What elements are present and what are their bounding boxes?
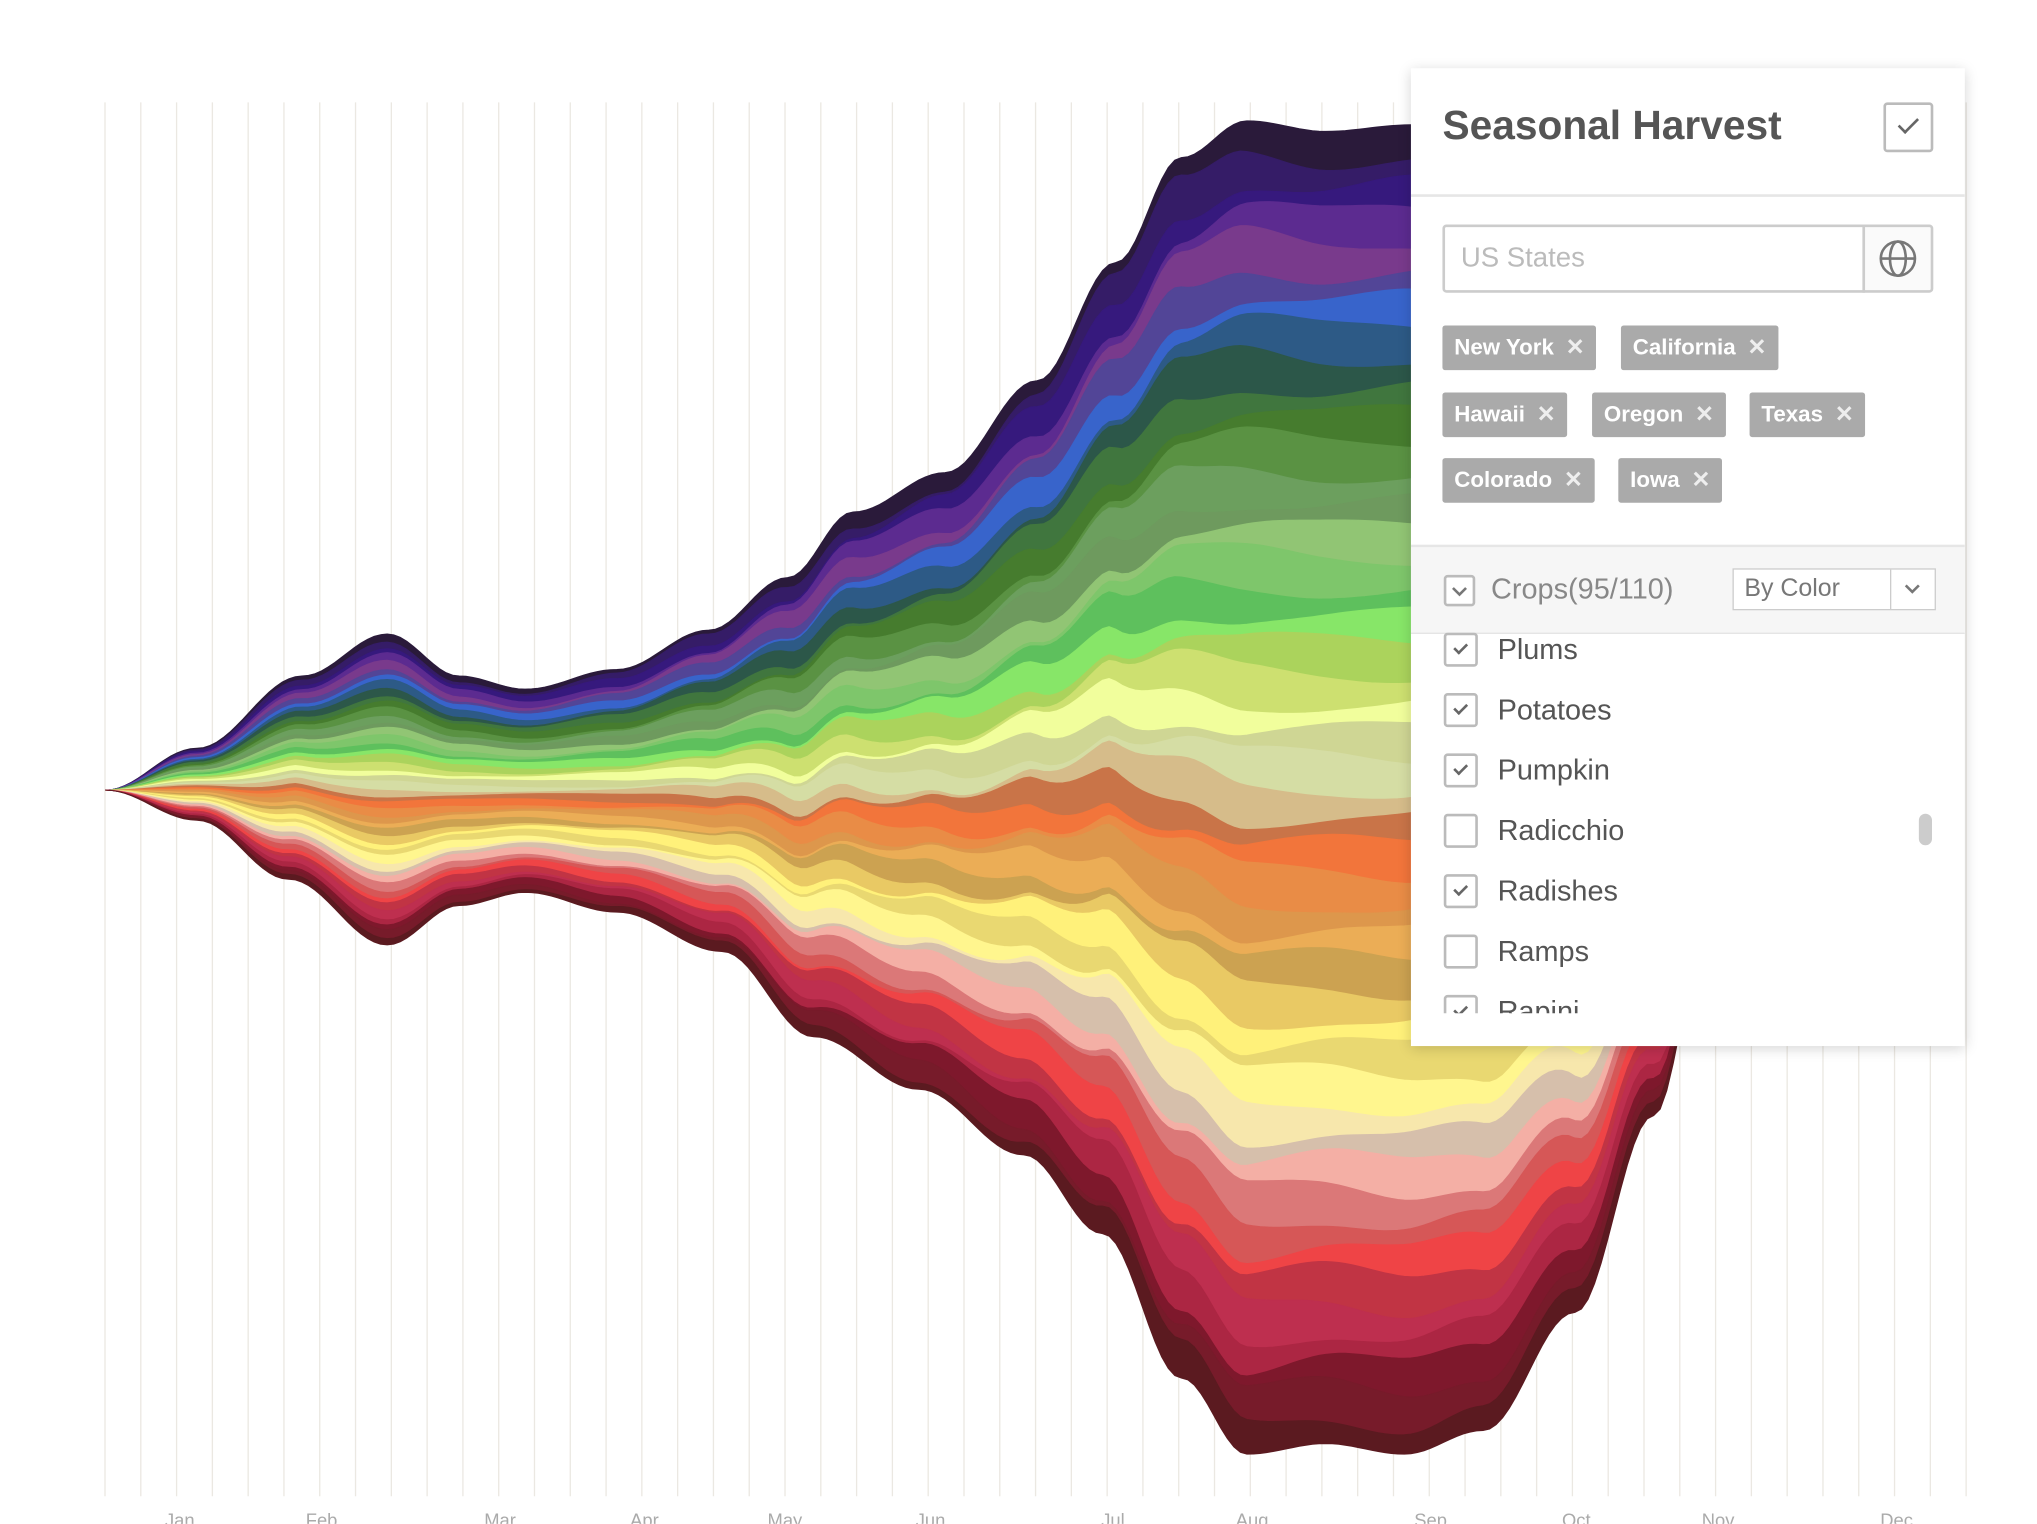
crop-item: Ramps xyxy=(1411,934,1965,995)
month-label: May xyxy=(768,1509,804,1523)
crop-name: Plums xyxy=(1497,632,1578,666)
state-tag[interactable]: Texas ✕ xyxy=(1749,392,1866,438)
month-label: Feb xyxy=(306,1509,338,1523)
tag-remove[interactable]: ✕ xyxy=(1563,467,1583,493)
crop-checkbox[interactable] xyxy=(1443,994,1478,1014)
state-tag[interactable]: Colorado ✕ xyxy=(1442,458,1595,503)
state-tag[interactable]: New York ✕ xyxy=(1442,325,1597,371)
tag-remove[interactable]: ✕ xyxy=(1747,334,1767,360)
check-mark xyxy=(1453,881,1469,897)
crop-checkbox[interactable] xyxy=(1443,934,1478,969)
state-tag[interactable]: California ✕ xyxy=(1620,325,1778,371)
crop-name: Pumpkin xyxy=(1497,753,1610,787)
divider xyxy=(1410,544,1965,548)
month-label: Dec xyxy=(1880,1509,1913,1523)
month-label: Mar xyxy=(484,1509,516,1523)
tag-remove[interactable]: ✕ xyxy=(1834,401,1854,427)
tag-remove[interactable]: ✕ xyxy=(1695,401,1714,427)
crops-header: Crops(95/110) By Color xyxy=(1410,547,1965,634)
crop-item: Radishes xyxy=(1411,874,1965,934)
crop-checkbox[interactable] xyxy=(1443,632,1478,667)
divider xyxy=(1410,194,1965,197)
tag-label: Iowa xyxy=(1630,467,1680,493)
control-panel: Seasonal Harvest US States New York ✕ Cali… xyxy=(1410,68,1965,1047)
tag-label: Oregon xyxy=(1603,401,1684,427)
check-mark xyxy=(1453,700,1469,716)
state-tag[interactable]: Oregon ✕ xyxy=(1592,392,1726,438)
check-mark xyxy=(1453,760,1469,776)
scrollbar-thumb[interactable] xyxy=(1918,813,1932,846)
crop-name: Radishes xyxy=(1497,874,1618,907)
tag-remove[interactable]: ✕ xyxy=(1691,467,1711,493)
state-tag[interactable]: Hawaii ✕ xyxy=(1442,392,1568,438)
sort-select[interactable]: By Color xyxy=(1732,568,1936,611)
panel-confirm[interactable] xyxy=(1883,102,1934,153)
month-label: Jan xyxy=(165,1509,195,1523)
month-label: Oct xyxy=(1562,1509,1591,1523)
crop-item: Pumpkin xyxy=(1411,753,1965,813)
crops-toggle[interactable] xyxy=(1443,574,1476,607)
search-input[interactable]: US States xyxy=(1442,224,1866,293)
sort-value: By Color xyxy=(1744,574,1840,603)
tag-remove[interactable]: ✕ xyxy=(1565,334,1585,360)
crop-item: Plums xyxy=(1411,632,1965,693)
panel-title: Seasonal Harvest xyxy=(1442,102,1782,149)
month-label: Jun xyxy=(916,1509,946,1523)
crop-list: Plums Potatoes Pumpkin Radicchio Radishes Ram… xyxy=(1411,632,1965,1014)
tag-label: New York xyxy=(1454,334,1554,360)
globe-button[interactable] xyxy=(1862,224,1934,293)
crop-item: Rapini xyxy=(1411,994,1965,1014)
month-label: Jul xyxy=(1101,1509,1124,1523)
crop-checkbox[interactable] xyxy=(1443,874,1478,909)
tag-label: California xyxy=(1632,334,1736,360)
crop-name: Ramps xyxy=(1497,934,1590,968)
crop-item: Radicchio xyxy=(1411,813,1965,874)
crop-checkbox[interactable] xyxy=(1443,753,1478,788)
check-mark xyxy=(1453,1002,1469,1014)
crop-checkbox[interactable] xyxy=(1443,693,1478,728)
crop-name: Radicchio xyxy=(1497,813,1625,847)
crop-name: Rapini xyxy=(1497,994,1580,1014)
month-label: Sep xyxy=(1414,1509,1447,1523)
month-label: Apr xyxy=(630,1509,659,1523)
crop-checkbox[interactable] xyxy=(1443,813,1478,848)
tag-label: Colorado xyxy=(1454,467,1553,493)
check-mark xyxy=(1453,639,1469,655)
state-tag[interactable]: Iowa ✕ xyxy=(1618,458,1723,503)
crop-name: Potatoes xyxy=(1497,693,1612,726)
crop-item: Potatoes xyxy=(1411,693,1965,753)
crops-label: Crops(95/110) xyxy=(1491,572,1674,606)
tag-label: Texas xyxy=(1761,401,1824,427)
tag-label: Hawaii xyxy=(1454,401,1525,427)
month-label: Aug xyxy=(1236,1509,1269,1523)
tag-remove[interactable]: ✕ xyxy=(1536,401,1556,427)
month-label: Nov xyxy=(1702,1509,1735,1523)
